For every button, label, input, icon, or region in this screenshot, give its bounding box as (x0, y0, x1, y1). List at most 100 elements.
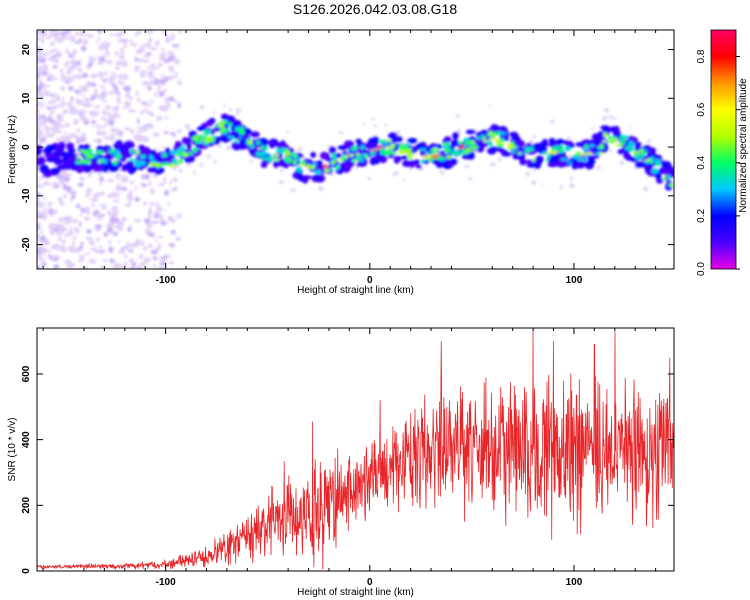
ridge-blob (265, 153, 271, 158)
noise-blob (48, 113, 53, 117)
ridge-blob (480, 134, 485, 140)
ridge-blob (445, 155, 453, 160)
ridge-blob (217, 123, 225, 128)
noise-blob (392, 172, 397, 177)
ridge-blob (475, 139, 481, 146)
ridge-blob (608, 135, 612, 140)
ridge-blob (37, 156, 46, 166)
noise-blob (99, 203, 107, 206)
noise-blob (57, 237, 63, 242)
noise-blob (114, 33, 122, 37)
ridge-blob (50, 167, 61, 175)
ridge-blob (260, 144, 265, 150)
ridge-blob (436, 156, 445, 161)
noise-blob (596, 165, 602, 170)
noise-blob (123, 42, 127, 49)
ridge-blob (400, 155, 410, 160)
ridge-blob (625, 153, 632, 162)
ridge-blob (334, 153, 342, 159)
noise-blob (46, 249, 52, 253)
noise-blob (149, 80, 156, 85)
colorbar-tick-label: 0.0 (696, 262, 707, 276)
noise-blob (85, 236, 93, 241)
noise-blob (152, 256, 158, 261)
noise-blob (141, 174, 145, 178)
noise-blob (52, 258, 59, 262)
noise-blob (96, 62, 104, 65)
noise-blob (168, 75, 175, 80)
ridge-blob (587, 160, 596, 165)
noise-blob (61, 244, 65, 250)
noise-blob (296, 148, 302, 153)
noise-blob (87, 84, 91, 88)
noise-blob (104, 121, 108, 128)
noise-blob (41, 262, 47, 267)
ridge-blob (82, 149, 89, 156)
noise-blob (64, 259, 72, 266)
noise-blob (68, 30, 72, 36)
noise-blob (109, 72, 117, 75)
noise-blob (156, 202, 160, 207)
noise-blob (134, 196, 140, 202)
noise-blob (212, 111, 217, 114)
noise-blob (114, 74, 118, 78)
colorbar-tick-label: 0.8 (696, 49, 707, 63)
noise-blob (590, 127, 595, 130)
ridge-blob (446, 161, 453, 166)
noise-blob (199, 105, 205, 110)
ridge-blob (433, 147, 438, 152)
noise-blob (103, 232, 108, 237)
noise-blob (158, 235, 163, 239)
noise-blob (72, 240, 75, 247)
noise-blob (52, 65, 59, 69)
ridge-blob (208, 129, 216, 135)
noise-blob (108, 120, 115, 126)
noise-blob (115, 185, 123, 192)
noise-blob (98, 57, 106, 63)
ridge-blob (227, 135, 232, 139)
noise-blob (559, 185, 564, 190)
ridge-blob (598, 152, 602, 156)
noise-blob (54, 35, 59, 42)
noise-blob (80, 109, 87, 115)
spectrogram-y-tick-label: 20 (21, 44, 32, 56)
page-title: S126.2026.042.03.08.G18 (292, 1, 458, 17)
ridge-peak (637, 151, 642, 154)
noise-blob (97, 171, 102, 176)
noise-blob (45, 131, 49, 135)
noise-blob (151, 63, 156, 67)
noise-blob (367, 176, 371, 181)
noise-blob (52, 56, 58, 63)
ridge-blob (400, 145, 408, 150)
noise-blob (50, 49, 54, 53)
noise-blob (120, 177, 126, 183)
ridge-blob (378, 139, 385, 143)
ridge-blob (446, 142, 450, 147)
noise-blob (158, 242, 162, 249)
noise-blob (114, 67, 121, 70)
noise-blob (159, 266, 166, 269)
ridge-blob (148, 162, 155, 167)
ridge-blob (582, 147, 590, 151)
noise-blob (286, 130, 290, 134)
ridge-blob (458, 140, 463, 145)
ridge-blob (129, 158, 134, 162)
noise-blob (105, 171, 112, 174)
ridge-blob (329, 146, 337, 154)
noise-blob (52, 185, 57, 190)
noise-blob (655, 148, 660, 152)
noise-blob (160, 216, 164, 222)
ridge-blob (154, 169, 163, 175)
noise-blob (249, 159, 253, 163)
noise-blob (155, 66, 160, 70)
ridge-blob (176, 152, 183, 157)
ridge-blob (341, 166, 351, 172)
noise-blob (146, 111, 154, 115)
noise-blob (110, 191, 117, 198)
noise-blob (155, 40, 161, 46)
noise-blob (58, 178, 66, 185)
ridge-blob (234, 126, 242, 132)
noise-blob (169, 132, 176, 136)
noise-blob (53, 49, 58, 52)
noise-blob (170, 67, 174, 74)
